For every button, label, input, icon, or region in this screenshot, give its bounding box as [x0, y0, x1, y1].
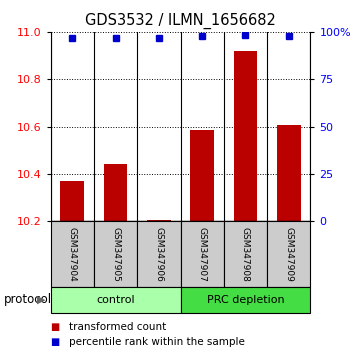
Bar: [277, 125, 301, 221]
Text: protocol: protocol: [4, 293, 52, 306]
Bar: [190, 130, 214, 221]
Text: percentile rank within the sample: percentile rank within the sample: [69, 337, 244, 347]
Bar: [180, 287, 310, 313]
Bar: [51, 221, 94, 287]
Bar: [51, 287, 180, 313]
Text: GSM347905: GSM347905: [111, 227, 120, 281]
Bar: [94, 221, 137, 287]
Text: GSM347904: GSM347904: [68, 227, 77, 281]
Text: PRC depletion: PRC depletion: [206, 295, 284, 305]
Text: GSM347908: GSM347908: [241, 227, 250, 281]
Bar: [267, 221, 310, 287]
Text: GSM347907: GSM347907: [198, 227, 206, 281]
Title: GDS3532 / ILMN_1656682: GDS3532 / ILMN_1656682: [85, 13, 276, 29]
Bar: [180, 221, 224, 287]
Bar: [60, 181, 84, 221]
Text: ■: ■: [51, 322, 60, 332]
Text: GSM347906: GSM347906: [155, 227, 163, 281]
Bar: [147, 220, 171, 221]
Bar: [234, 51, 257, 221]
Text: ▶: ▶: [37, 295, 46, 305]
Text: GSM347909: GSM347909: [284, 227, 293, 281]
Bar: [104, 164, 127, 221]
Text: transformed count: transformed count: [69, 322, 166, 332]
Text: ■: ■: [51, 337, 60, 347]
Bar: [224, 221, 267, 287]
Bar: [137, 221, 180, 287]
Text: control: control: [96, 295, 135, 305]
